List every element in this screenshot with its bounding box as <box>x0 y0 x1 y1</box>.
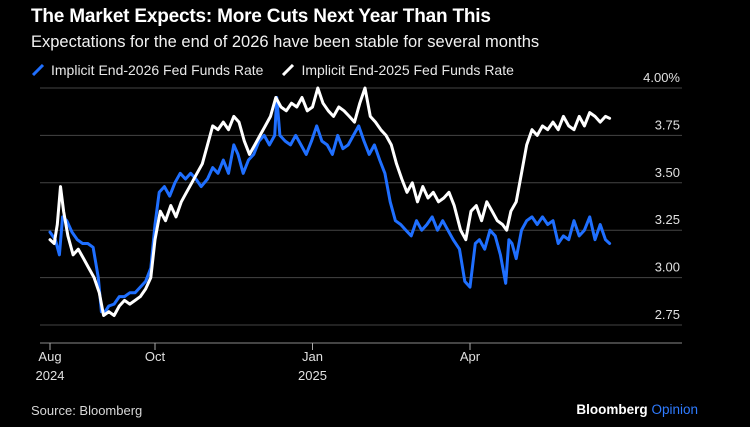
x-tick-sublabel: 2025 <box>298 368 327 383</box>
legend-swatch-2026-icon <box>31 64 45 76</box>
x-tick-label: Aug <box>38 349 61 364</box>
legend-item-2026: Implicit End-2026 Fed Funds Rate <box>31 62 263 78</box>
x-tick-label: Apr <box>460 349 481 364</box>
series-line-2025 <box>48 86 612 317</box>
y-tick-label: 3.00 <box>655 260 680 275</box>
y-tick-label: 4.00% <box>643 70 680 85</box>
legend-label-2026: Implicit End-2026 Fed Funds Rate <box>51 62 264 78</box>
brand-logo: Bloomberg Opinion <box>576 402 698 417</box>
x-tick-sublabel: 2024 <box>36 368 65 383</box>
x-tick-label: Oct <box>145 349 166 364</box>
y-tick-label: 3.75 <box>655 117 680 132</box>
y-tick-label: 3.25 <box>655 212 680 227</box>
y-tick-label: 3.50 <box>655 165 680 180</box>
chart-subtitle: Expectations for the end of 2026 have be… <box>31 33 540 51</box>
chart-title: The Market Expects: More Cuts Next Year … <box>31 6 491 27</box>
brand-name: Bloomberg <box>576 402 648 417</box>
x-tick-label: Jan <box>302 349 323 364</box>
legend-swatch-2025-icon <box>282 64 295 76</box>
legend: Implicit End-2026 Fed Funds Rate Implici… <box>31 62 532 78</box>
source-note: Source: Bloomberg <box>31 403 143 418</box>
y-tick-label: 2.75 <box>655 307 680 322</box>
brand-suffix: Opinion <box>651 402 698 417</box>
legend-item-2025: Implicit End-2025 Fed Funds Rate <box>281 62 514 78</box>
series-line-2026 <box>48 96 612 314</box>
legend-label-2025: Implicit End-2025 Fed Funds Rate <box>301 62 514 78</box>
